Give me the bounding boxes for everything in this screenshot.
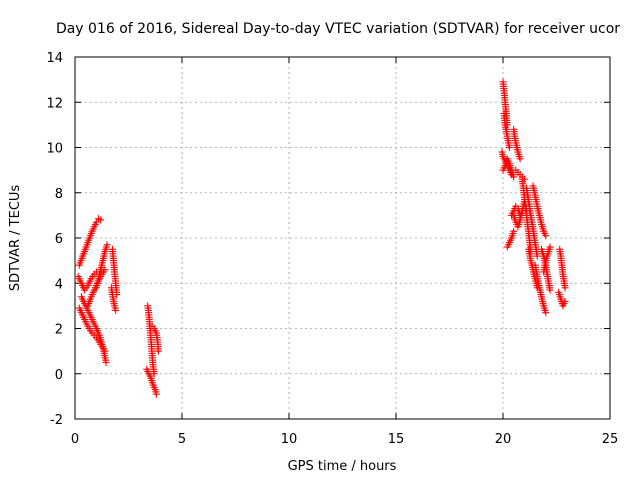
x-axis-label: GPS time / hours: [288, 459, 397, 474]
data-point: [510, 173, 518, 181]
data-point: [97, 216, 105, 224]
data-point: [103, 241, 111, 249]
data-points: [74, 78, 569, 398]
data-point: [546, 286, 554, 294]
y-axis-label: SDTVAR / TECUs: [8, 185, 23, 292]
y-tick-label: 14: [46, 51, 63, 66]
x-tick-label: 25: [602, 432, 619, 447]
data-point: [542, 309, 550, 317]
data-point: [516, 155, 524, 163]
y-tick-label: -2: [50, 413, 63, 428]
y-tick-label: 12: [46, 96, 63, 111]
data-point: [102, 358, 110, 366]
data-point: [505, 144, 513, 151]
data-point: [542, 232, 550, 240]
data-point: [561, 284, 569, 292]
y-tick-label: 8: [55, 187, 63, 202]
data-point: [561, 297, 569, 305]
data-point: [112, 306, 120, 314]
y-tick-label: 2: [55, 323, 63, 338]
data-point: [152, 390, 160, 398]
data-point: [546, 243, 554, 251]
y-tick-labels: -2 0 2 4 6 8 10 12 14: [46, 51, 63, 428]
x-tick-label: 20: [495, 432, 512, 447]
y-tick-label: 6: [55, 232, 63, 247]
data-point: [510, 227, 518, 235]
x-tick-label: 10: [281, 432, 298, 447]
x-tick-labels: 0 5 10 15 20 25: [71, 432, 618, 447]
chart-title: Day 016 of 2016, Sidereal Day-to-day VTE…: [56, 21, 620, 37]
x-tick-label: 5: [178, 432, 186, 447]
y-tick-label: 0: [55, 368, 63, 383]
data-point: [154, 347, 162, 355]
y-tick-label: 4: [55, 277, 63, 292]
x-tick-label: 15: [388, 432, 405, 447]
y-tick-label: 10: [46, 142, 63, 157]
data-point: [533, 252, 541, 260]
axis-ticks: [74, 56, 611, 420]
x-tick-label: 0: [71, 432, 79, 447]
